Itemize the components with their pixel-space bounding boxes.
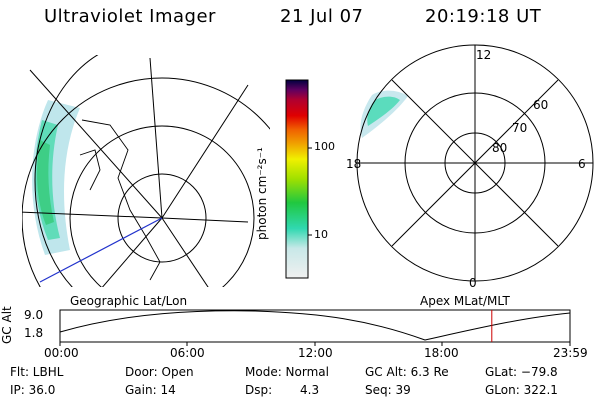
mlat-label-80: 80 [492,141,508,155]
mlt-label-6: 6 [578,157,586,171]
info-mode: Mode: Normal [245,365,329,379]
mlat-label-60: 60 [533,98,549,112]
mlt-label-18: 18 [346,157,362,171]
info-glat: GLat: −79.8 [485,365,558,379]
info-flt: Flt: LBHL [10,365,64,379]
timeline-ytick-bottom: 1.8 [24,326,44,340]
info-glon: GLon: 322.1 [485,383,558,397]
timeline-xtick-1: 06:00 [170,346,205,360]
mlt-label-0: 0 [469,276,477,290]
image-date: 21 Jul 07 [280,6,364,27]
mlat-label-70: 70 [512,121,528,135]
colorbar-tick-100: 100 [314,140,335,153]
info-seq: Seq: 39 [365,383,411,397]
timeline-xtick-3: 18:00 [424,346,459,360]
app-title: Ultraviolet Imager [44,6,216,27]
timeline-ylabel: GC Alt [0,306,14,344]
info-gain: Gain: 14 [125,383,176,397]
info-dsp-value: 4.3 [300,383,320,397]
timeline-xtick-0: 00:00 [44,346,79,360]
timeline-xtick-2: 12:00 [298,346,333,360]
mlt-label-12: 12 [476,48,492,62]
geographic-map [22,55,270,287]
image-time: 20:19:18 UT [425,6,542,27]
info-ip: IP: 36.0 [10,383,56,397]
altitude-timeline [59,309,571,346]
colorbar-tick-10: 10 [314,228,328,241]
timeline-ytick-top: 9.0 [24,308,44,322]
timeline-xtick-4: 23:59 [553,346,588,360]
info-dsp-label: Dsp: [245,383,273,397]
colorbar [285,79,312,279]
apex-panel-label: Apex MLat/MLT [420,294,510,308]
info-door: Door: Open [125,365,194,379]
info-gc-alt: GC Alt: 6.3 Re [365,365,449,379]
geo-panel-label: Geographic Lat/Lon [70,294,188,308]
